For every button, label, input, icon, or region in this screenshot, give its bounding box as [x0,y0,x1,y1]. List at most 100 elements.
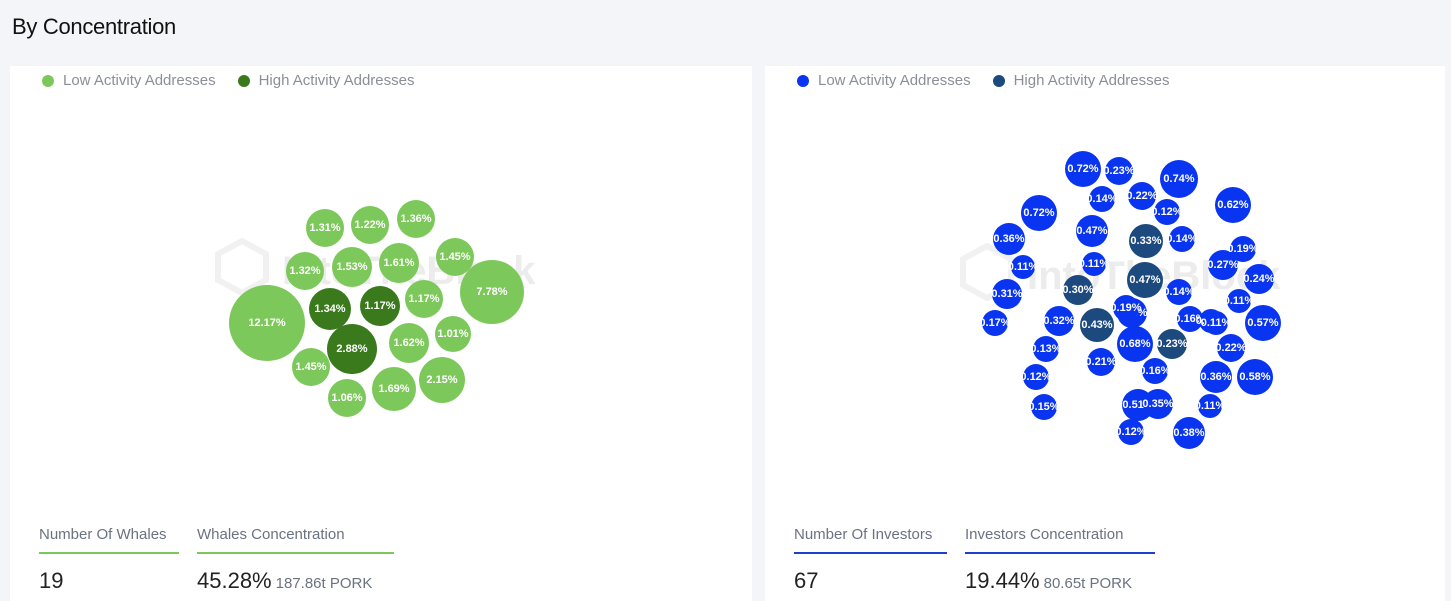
bubble-label: 0.14% [1166,233,1197,245]
bubble[interactable] [1204,311,1228,335]
bubble[interactable] [1157,329,1187,359]
bubble[interactable] [1227,289,1251,313]
bubble-label: 0.12% [1020,371,1051,383]
bubble[interactable] [1011,255,1035,279]
bubble[interactable] [1169,226,1195,252]
bubble[interactable] [436,238,474,276]
bubble[interactable] [982,310,1008,336]
bubble[interactable] [1198,394,1222,418]
legend-item-high-activity[interactable]: High Activity Addresses [237,72,414,89]
bubble-label: 0.27% [1207,259,1238,271]
bubble[interactable] [1021,195,1057,231]
bubble[interactable] [1173,417,1205,449]
bubble-label: 0.12% [1115,426,1146,438]
bubble[interactable] [306,209,344,247]
bubble-label: 1.69% [378,383,409,395]
bubble[interactable] [292,348,330,386]
whales-stats: Number Of Whales 19 Whales Concentration… [39,526,412,594]
bubble[interactable] [1245,305,1281,341]
legend-item-high-activity[interactable]: High Activity Addresses [992,72,1169,89]
bubble[interactable] [389,323,429,363]
watermark-logo [960,242,1014,302]
bubble[interactable] [351,206,389,244]
bubble[interactable] [1244,264,1274,294]
bubble-label: 0.19% [1110,302,1141,314]
bubble[interactable] [1087,348,1115,376]
bubble[interactable] [992,279,1022,309]
bubble-label: 1.53% [336,261,367,273]
bubble[interactable] [1237,359,1273,395]
bubble-label: 2.15% [426,374,457,386]
bubble[interactable] [1031,394,1057,420]
bubble-label: 0.14% [1086,193,1117,205]
bubble-label: 1.31% [309,222,340,234]
legend-item-low-activity[interactable]: Low Activity Addresses [42,72,216,89]
bubble[interactable] [397,200,435,238]
bubble[interactable] [360,286,400,326]
bubble[interactable] [993,223,1025,255]
bubble[interactable] [1143,389,1173,419]
investors-stats: Number Of Investors 67 Investors Concent… [794,526,1173,594]
bubble-label: 0.72% [1023,207,1054,219]
bubble[interactable] [460,260,524,324]
bubble-label: 0.58% [1239,371,1270,383]
stat-value: 19.44% 80.65t PORK [965,568,1155,594]
stat-number-of-whales: Number Of Whales 19 [39,526,179,594]
bubble-label: 12.17% [248,317,286,329]
bubble[interactable] [1129,224,1163,258]
bubble[interactable] [1082,252,1106,276]
bubble[interactable] [1105,157,1133,185]
investors-bubble-chart: IntoTheBlock 0.74%0.72%0.72%0.68%0.62%0.… [960,151,1281,449]
bubble[interactable] [1063,275,1093,305]
bubble[interactable] [1128,182,1156,210]
stat-value-main: 45.28% [197,568,272,593]
bubble-label: 0.23% [1103,165,1134,177]
bubble[interactable] [1023,364,1049,390]
bubble-label: 0.32% [1043,315,1074,327]
bubble[interactable] [229,285,305,361]
bubble[interactable] [1117,326,1153,362]
bubble-label: 0.15% [1028,401,1059,413]
bubble[interactable] [327,324,377,374]
bubble[interactable] [309,288,351,330]
bubble-label: 1.61% [383,257,414,269]
bubble[interactable] [1113,295,1139,321]
whales-legend: Low Activity Addresses High Activity Add… [42,72,436,89]
legend-swatch [797,74,809,87]
bubble[interactable] [1154,199,1180,225]
bubble[interactable] [1160,160,1198,198]
bubble[interactable] [328,379,366,417]
bubble-label: 0.22% [1126,190,1157,202]
bubble-label: 0.11% [1224,295,1255,307]
bubble[interactable] [1142,358,1168,384]
bubble[interactable] [1118,419,1144,445]
bubble[interactable] [1200,361,1232,393]
whales-bubble-chart: IntoTheBlock 12.17%7.78%2.15%1.69%1.62%1… [215,200,536,417]
bubble[interactable] [1217,334,1245,362]
bubble[interactable] [419,357,465,403]
bubble[interactable] [286,252,324,290]
bubble[interactable] [435,316,471,352]
bubble[interactable] [1065,151,1101,187]
bubble[interactable] [379,243,419,283]
bubble-label: 2.88% [336,343,367,355]
bubble[interactable] [1089,186,1115,212]
bubble[interactable] [1044,306,1074,336]
bubble[interactable] [1080,308,1114,342]
bubble-label: 1.17% [408,293,439,305]
bubble[interactable] [1177,306,1203,332]
bubble[interactable] [1076,215,1108,247]
bubble[interactable] [1127,262,1163,298]
bubble[interactable] [405,280,443,318]
bubble-label: 0.33% [1130,235,1161,247]
bubble-label: 1.45% [295,361,326,373]
bubble[interactable] [372,367,416,411]
bubble[interactable] [332,247,372,287]
bubble[interactable] [1033,336,1059,362]
bubble-label: 0.19% [1227,243,1258,255]
bubble[interactable] [1208,250,1238,280]
bubble[interactable] [1215,187,1251,223]
legend-item-low-activity[interactable]: Low Activity Addresses [797,72,971,89]
bubble[interactable] [1166,279,1192,305]
bubble[interactable] [1230,236,1256,262]
